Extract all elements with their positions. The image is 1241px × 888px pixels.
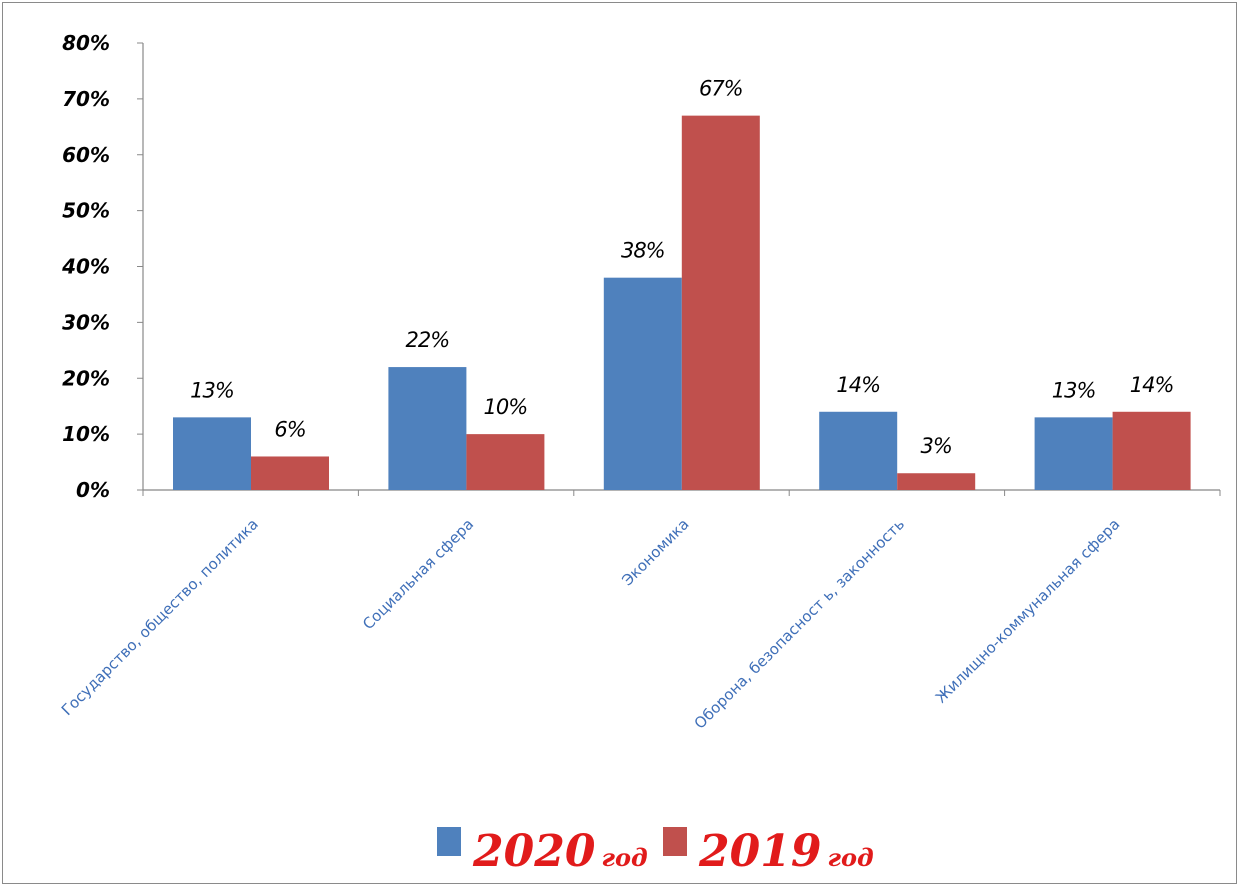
data-label-2020-2: 22% bbox=[406, 328, 450, 352]
bar-2020-4 bbox=[819, 411, 898, 490]
y-tick-label: 40% bbox=[61, 255, 110, 279]
legend-label-2020: 2020 год bbox=[472, 826, 648, 877]
bar-2019-5 bbox=[1112, 411, 1191, 490]
data-label-2019-4: 3% bbox=[921, 434, 952, 458]
data-label-2020-5: 13% bbox=[1052, 378, 1096, 402]
category-labels: Государство, общество, политика Социальна… bbox=[58, 515, 1124, 732]
category-label-5: Жилищно-коммунальная сфера bbox=[932, 515, 1123, 706]
legend-year-2019: 2019 bbox=[698, 826, 821, 877]
data-label-2020-4: 14% bbox=[836, 373, 880, 397]
y-axis: 0% 10% 20% 30% 40% 50% 60% 70% 80% bbox=[61, 31, 144, 502]
bar-2019-3 bbox=[681, 115, 760, 490]
legend-label-2019: 2019 год bbox=[698, 826, 874, 877]
y-tick-label: 10% bbox=[62, 422, 110, 446]
y-tick-label: 60% bbox=[62, 143, 110, 167]
bar-2020-2 bbox=[388, 367, 467, 490]
bar-2020-3 bbox=[603, 277, 682, 490]
y-tick-label: 20% bbox=[62, 366, 110, 390]
data-label-2019-3: 67% bbox=[699, 77, 743, 101]
y-tick-label: 50% bbox=[62, 199, 110, 223]
data-label-2020-3: 38% bbox=[621, 239, 665, 263]
legend-swatch-2019 bbox=[663, 827, 687, 856]
legend-year-2020: 2020 bbox=[472, 826, 596, 877]
category-label-1: Государство, общество, политика bbox=[58, 515, 262, 719]
y-tick-label: 80% bbox=[62, 31, 110, 55]
data-label-2019-5: 14% bbox=[1130, 373, 1174, 397]
x-axis bbox=[142, 489, 1221, 496]
bar-2019-2 bbox=[466, 434, 545, 490]
bar-2019-4 bbox=[897, 473, 976, 490]
legend-suffix-2019: год bbox=[827, 843, 873, 872]
legend: 2020 год 2019 год bbox=[437, 826, 874, 877]
bar-2019-1 bbox=[251, 456, 329, 490]
category-label-3: Экономика bbox=[618, 515, 692, 589]
bar-2020-5 bbox=[1034, 417, 1113, 490]
data-labels: 13% 6% 22% 10% 38% 67% 14% 3% 13% 14% bbox=[190, 77, 1174, 459]
y-tick-label: 0% bbox=[76, 478, 110, 502]
y-tick-label: 30% bbox=[62, 310, 110, 334]
data-label-2019-2: 10% bbox=[484, 395, 528, 419]
legend-suffix-2020: год bbox=[601, 843, 647, 872]
bar-2020-1 bbox=[173, 417, 251, 490]
category-label-4: Оборона, безопасност ь, законность bbox=[691, 515, 908, 732]
data-label-2019-1: 6% bbox=[274, 417, 305, 441]
category-label-2: Социальная сфера bbox=[359, 515, 477, 633]
data-label-2020-1: 13% bbox=[190, 378, 234, 402]
y-tick-label: 70% bbox=[62, 87, 110, 111]
bars bbox=[173, 115, 1191, 490]
legend-swatch-2020 bbox=[437, 827, 461, 856]
